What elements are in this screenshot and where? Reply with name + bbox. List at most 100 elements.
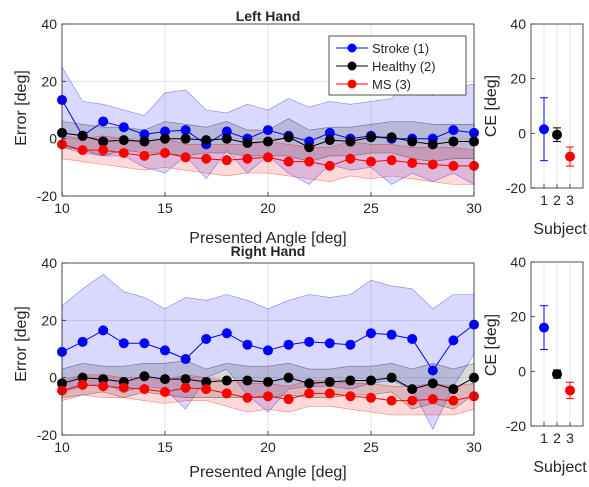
legend-label-stroke: Stroke (1) <box>372 41 429 56</box>
left-hand-x-label: Presented Angle [deg] <box>189 230 346 247</box>
left-main-ytick-label--20: -20 <box>37 188 57 204</box>
right-main-point-series-1-x15 <box>160 374 170 385</box>
right-ce-ytick-label--20: -20 <box>506 418 526 434</box>
left-main-xtick-label-25: 25 <box>363 200 379 216</box>
right-main-point-series-1-x20 <box>263 376 273 387</box>
left-main-point-series-1-x24 <box>345 136 356 147</box>
right-ce-ytick-label-40: 40 <box>510 254 526 270</box>
legend-entry-stroke: Stroke (1) <box>336 41 429 56</box>
right-hand-panel: 10 15 20 25 30 -20 0 20 40 Right Hand Presented … <box>13 243 482 481</box>
right-main-xtick-label-15: 15 <box>157 439 173 455</box>
left-main-xtick-label-10: 10 <box>54 200 70 216</box>
right-main-point-series-1-x18 <box>221 375 232 386</box>
left-main-point-series-0-x20 <box>263 125 273 136</box>
left-main-point-series-1-x18 <box>221 133 232 144</box>
left-ce-xtick-label-1: 1 <box>540 192 548 208</box>
right-main-point-series-1-x21 <box>283 372 294 383</box>
right-main-point-series-1-x29 <box>448 384 459 395</box>
right-main-point-series-0-x28 <box>427 365 438 376</box>
left-main-point-series-1-x16 <box>180 133 191 144</box>
left-main-point-series-2-x25 <box>366 156 376 167</box>
right-main-point-series-2-x11 <box>77 379 88 390</box>
right-main-point-series-2-x29 <box>448 395 459 406</box>
left-main-ytick-label-40: 40 <box>41 16 57 32</box>
right-main-ytick-label-40: 40 <box>41 255 57 271</box>
right-main-xtick-label-30: 30 <box>466 439 482 455</box>
right-ce-point-subject-2 <box>552 369 562 380</box>
legend: Stroke (1) Healthy (2) MS (3) <box>328 35 467 96</box>
right-ce-y-label: CE [deg] <box>483 314 500 376</box>
right-main-point-series-1-x14 <box>139 371 150 382</box>
right-main-xtick-label-20: 20 <box>260 439 276 455</box>
left-main-xtick-label-30: 30 <box>466 200 482 216</box>
right-main-point-series-2-x23 <box>324 388 335 399</box>
right-main-point-series-0-x29 <box>448 335 459 346</box>
left-main-point-series-2-x17 <box>201 153 212 164</box>
left-main-point-series-1-x29 <box>448 136 459 147</box>
right-main-point-series-1-x28 <box>427 378 438 389</box>
legend-marker-ms <box>347 79 357 89</box>
right-main-point-series-0-x21 <box>283 339 294 350</box>
left-ce-ytick-label-0: 0 <box>518 125 526 141</box>
right-main-point-series-1-x12 <box>98 374 109 385</box>
right-hand-title: Right Hand <box>231 243 306 259</box>
left-main-xtick-label-20: 20 <box>260 200 276 216</box>
left-main-point-series-1-x17 <box>201 135 212 146</box>
left-main-point-series-2-x13 <box>118 148 129 158</box>
right-main-point-series-0-x16 <box>180 354 191 365</box>
left-main-point-series-0-x16 <box>180 125 191 136</box>
left-ce-ytick-label-40: 40 <box>510 16 526 32</box>
right-main-point-series-2-x28 <box>427 394 438 405</box>
left-main-point-series-1-x20 <box>263 136 273 147</box>
right-main-point-series-1-x24 <box>345 375 356 386</box>
left-main-point-series-0-x13 <box>118 122 129 133</box>
left-ce-xtick-label-2: 2 <box>553 192 561 208</box>
left-main-point-series-2-x18 <box>221 155 232 166</box>
right-ce-ytick-label-20: 20 <box>510 309 526 325</box>
right-main-point-series-1-x22 <box>304 378 315 389</box>
left-main-point-series-2-x23 <box>324 160 335 171</box>
legend-entry-healthy: Healthy (2) <box>336 59 436 74</box>
left-ce-xtick-label-3: 3 <box>566 192 574 208</box>
left-main-point-series-2-x29 <box>448 160 459 171</box>
left-ce-plot-area: 1 2 3 -20 0 20 40 <box>506 16 584 208</box>
right-main-point-series-0-x15 <box>160 345 170 356</box>
right-hand-x-label: Presented Angle [deg] <box>189 464 346 481</box>
right-ce-x-label: Subject <box>533 459 587 476</box>
right-main-point-series-2-x16 <box>180 382 191 393</box>
left-main-point-series-2-x11 <box>77 145 88 156</box>
right-main-point-series-1-x11 <box>77 372 88 383</box>
left-main-point-series-1-x23 <box>324 135 335 146</box>
left-main-point-series-0-x18 <box>221 126 232 137</box>
left-main-point-series-1-x11 <box>77 130 88 141</box>
left-main-point-series-1-x13 <box>118 135 129 146</box>
right-main-xtick-label-10: 10 <box>54 439 70 455</box>
left-hand-y-label: Error [deg] <box>13 70 30 146</box>
right-main-point-series-0-x24 <box>345 339 356 350</box>
right-main-point-series-1-x17 <box>201 376 212 387</box>
left-main-point-series-1-x26 <box>386 132 397 143</box>
right-main-point-series-0-x18 <box>221 328 232 339</box>
left-main-point-series-2-x24 <box>345 153 356 164</box>
right-main-point-series-2-x20 <box>263 391 273 402</box>
left-main-point-series-2-x20 <box>263 152 273 163</box>
legend-marker-healthy <box>347 61 357 71</box>
right-ce-xtick-label-1: 1 <box>540 430 548 446</box>
left-main-point-series-2-x19 <box>242 153 253 164</box>
right-main-ytick-label-0: 0 <box>49 370 57 386</box>
left-main-point-series-2-x12 <box>98 145 109 156</box>
right-main-point-series-0-x11 <box>77 336 88 347</box>
left-main-ytick-label-20: 20 <box>41 73 57 89</box>
left-main-point-series-2-x16 <box>180 152 191 163</box>
legend-entry-ms: MS (3) <box>336 77 411 92</box>
right-main-point-series-2-x26 <box>386 395 397 406</box>
right-main-point-series-2-x12 <box>98 381 109 392</box>
right-ce-ytick-label-0: 0 <box>518 363 526 379</box>
right-main-point-series-0-x22 <box>304 336 315 347</box>
left-main-point-series-1-x15 <box>160 133 170 144</box>
left-hand-panel: 10 15 20 25 30 -20 0 20 40 Left Hand Presented A… <box>13 8 482 247</box>
left-main-point-series-1-x19 <box>242 137 253 148</box>
right-main-point-series-2-x14 <box>139 384 150 395</box>
left-ce-point-subject-3 <box>565 151 575 162</box>
